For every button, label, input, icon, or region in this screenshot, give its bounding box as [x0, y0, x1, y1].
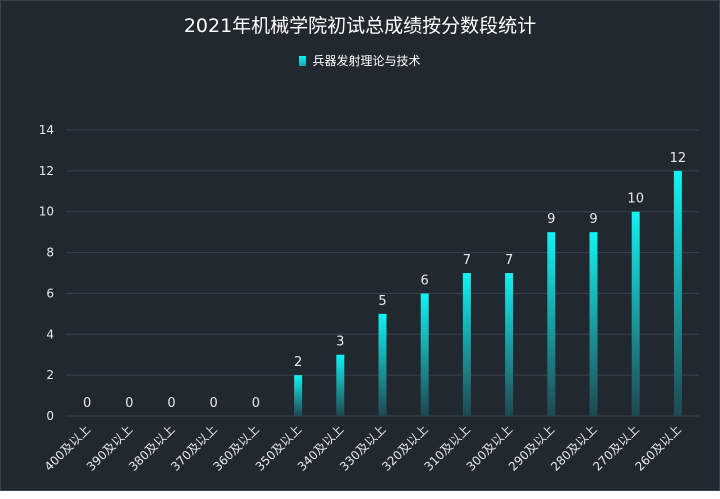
bar[interactable]	[589, 232, 598, 416]
data-label: 7	[505, 253, 513, 268]
bar[interactable]	[505, 273, 514, 416]
data-label: 0	[125, 396, 133, 411]
y-tick-label: 14	[39, 123, 54, 137]
data-label: 2	[294, 355, 302, 370]
bar[interactable]	[420, 293, 429, 416]
y-tick-label: 12	[39, 164, 54, 178]
data-label: 10	[627, 192, 644, 207]
legend[interactable]: 兵器发射理论与技术	[1, 52, 719, 69]
y-tick-label: 10	[39, 205, 54, 219]
y-tick-label: 0	[46, 409, 54, 423]
data-label: 6	[421, 273, 429, 288]
data-label: 9	[547, 212, 555, 227]
bar[interactable]	[673, 170, 682, 416]
data-label: 7	[463, 253, 471, 268]
data-label: 5	[378, 294, 386, 309]
bar[interactable]	[378, 313, 387, 416]
y-tick-label: 6	[46, 286, 54, 300]
y-tick-label: 8	[46, 246, 54, 260]
data-label: 0	[83, 396, 91, 411]
data-label: 0	[210, 396, 218, 411]
data-label: 12	[670, 151, 687, 166]
bar[interactable]	[631, 211, 640, 416]
bar[interactable]	[336, 354, 345, 416]
chart-title: 2021年机械学院初试总成绩按分数段统计	[183, 15, 537, 37]
data-label: 0	[167, 396, 175, 411]
bar[interactable]	[294, 375, 303, 416]
bar[interactable]	[547, 232, 556, 416]
legend-label: 兵器发射理论与技术	[312, 54, 421, 68]
x-tick-label: 260及以上	[632, 422, 684, 474]
y-tick-label: 2	[46, 368, 54, 382]
data-label: 3	[336, 335, 344, 350]
data-label: 9	[589, 212, 597, 227]
data-label: 0	[252, 396, 260, 411]
legend-swatch	[299, 55, 307, 66]
y-tick-label: 4	[46, 327, 54, 341]
bar[interactable]	[462, 273, 471, 416]
